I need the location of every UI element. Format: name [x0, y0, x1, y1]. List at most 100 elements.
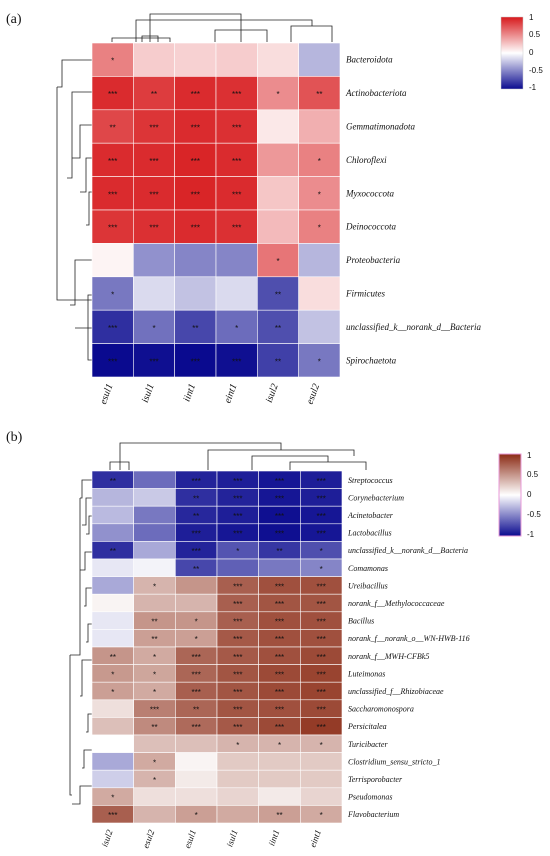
significance-mark: *	[236, 547, 239, 556]
significance-mark: *	[153, 670, 156, 679]
heatmap-cell-spirochaetota-isul2	[257, 343, 299, 378]
heatmap-cell-terrisporobacter-iint1	[258, 769, 301, 789]
panel-a-colorbar-tick-0.5: 0.5	[529, 30, 541, 39]
significance-mark: *	[111, 291, 114, 300]
panel-b-colorbar-tick-minus-1: -1	[527, 530, 535, 539]
heatmap-cell-firmicutes-iint1	[174, 276, 217, 311]
row-label-bacteroidota: Bacteroidota	[346, 55, 393, 65]
heatmap-cell-deinococcota-eint1	[215, 209, 258, 244]
heatmap-cell-spirochaetota-esul2	[298, 343, 341, 378]
heatmap-cell-ureibacillus-esul1	[175, 576, 218, 595]
heatmap-cell-bacteroidota-esul2	[298, 42, 341, 77]
row-label-terrisporobacter: Terrisporobacter	[348, 775, 403, 784]
significance-mark: **	[151, 635, 157, 644]
significance-mark: ***	[316, 635, 325, 644]
heatmap-cell-bacillus-isul2	[91, 611, 134, 630]
heatmap-cell-persicitalea-isul2	[91, 717, 134, 736]
column-label-iint1: iint1	[182, 382, 199, 403]
significance-mark: ***	[191, 688, 200, 697]
significance-mark: **	[275, 357, 281, 366]
significance-mark: ***	[275, 635, 284, 644]
significance-mark: ***	[275, 530, 284, 539]
significance-mark: ***	[275, 600, 284, 609]
significance-mark: **	[151, 618, 157, 627]
significance-mark: ***	[191, 653, 200, 662]
row-label-myxococcota: Myxococcota	[345, 188, 394, 198]
heatmap-cell-unclassified-k-norank-d-bacteria-esul2	[298, 309, 341, 344]
significance-mark: *	[318, 190, 321, 199]
row-label-pseudomonas: Pseudomonas	[347, 793, 392, 802]
column-label-eint1: eint1	[307, 828, 323, 848]
panel-a: (a) **** ** *** *** * **** *** *** ****** *** *** *…	[6, 12, 543, 406]
significance-mark: ***	[275, 582, 284, 591]
row-label-deinococcota: Deinococcota	[345, 222, 396, 232]
heatmap-cell-actinobacteriota-isul2	[257, 76, 299, 111]
heatmap-cell-pseudomonas-esul2	[133, 787, 176, 806]
significance-mark: *	[153, 582, 156, 591]
heatmap-cell-bacteroidota-eint1	[215, 42, 258, 77]
heatmap-cell-myxococcota-esul2	[298, 176, 341, 211]
column-label-esul2: esul2	[305, 382, 323, 406]
significance-mark: ***	[233, 494, 242, 503]
heatmap-cell-pseudomonas-iint1	[258, 787, 301, 806]
significance-mark: ***	[191, 477, 200, 486]
significance-mark: *	[276, 257, 279, 266]
panel-a-colorbar-tick-minus-0.5: -0.5	[529, 66, 543, 75]
significance-mark: *	[320, 741, 323, 750]
row-label-persicitalea: Persicitalea	[347, 722, 387, 731]
significance-mark: ***	[233, 600, 242, 609]
heatmap-cell-turicibacter-isul2	[91, 734, 134, 753]
heatmap-cell-flavobacterium-esul2	[133, 805, 176, 824]
heatmap-cell-spirochaetota-iint1	[174, 343, 217, 378]
significance-mark: **	[275, 324, 281, 333]
row-label-luteimonas: Luteimonas	[347, 669, 385, 678]
significance-mark: ***	[108, 357, 117, 366]
row-label-corynebacterium: Corynebacterium	[348, 493, 404, 502]
heatmap-cell-myxococcota-isul2	[257, 176, 299, 211]
heatmap-cell-flavobacterium-eint1	[300, 805, 343, 824]
heatmap-cell-pseudomonas-isul1	[216, 787, 259, 806]
significance-mark: ***	[233, 653, 242, 662]
heatmap-cell-terrisporobacter-isul1	[216, 769, 259, 789]
heatmap-cell-gemmatimonadota-isul2	[257, 109, 299, 144]
heatmap-cell-deinococcota-isul1	[133, 209, 175, 244]
panel-a-row-dendrogram	[56, 59, 92, 361]
heatmap-cell-saccharomonospora-isul2	[91, 699, 134, 718]
heatmap-cell-pseudomonas-esul1	[175, 787, 218, 806]
panel-b-color-legend: 1 0.5 0 -0.5 -1	[498, 451, 541, 539]
heatmap-cell-myxococcota-esul1	[91, 176, 134, 211]
significance-mark: ***	[108, 811, 117, 820]
significance-mark: ***	[275, 477, 284, 486]
significance-mark: **	[276, 811, 282, 820]
panel-a-colorbar-tick-0: 0	[529, 48, 534, 57]
heatmap-cell-clostridium-sensu-stricto-1-esul1	[175, 752, 218, 771]
column-label-isul2: isul2	[99, 828, 115, 848]
heatmap-cell-actinobacteriota-esul1	[91, 76, 134, 111]
heatmap-cell-norank-f-methylococcaceae-esul2	[133, 593, 176, 613]
heatmap-cell-bacteroidota-isul1	[133, 42, 175, 77]
heatmap-cell-myxococcota-eint1	[215, 176, 258, 211]
significance-mark: ***	[275, 706, 284, 715]
heatmap-cell-acinetobacter-isul2	[91, 505, 134, 525]
heatmap-cell-myxococcota-iint1	[174, 176, 217, 211]
row-label-unclassified-f-rhizobiaceae: unclassified_f__Rhizobiaceae	[348, 687, 444, 696]
significance-mark: ***	[316, 530, 325, 539]
heatmap-cell-spirochaetota-eint1	[215, 343, 258, 378]
significance-mark: **	[193, 494, 199, 503]
significance-mark: ***	[233, 688, 242, 697]
significance-mark: *	[195, 635, 198, 644]
significance-mark: ***	[275, 494, 284, 503]
row-label-norank-f-norank-o-wn-hwb-116: norank_f__norank_o__WN-HWB-116	[348, 634, 470, 643]
significance-mark: ***	[149, 124, 158, 133]
heatmap-cell-proteobacteria-isul2	[257, 243, 299, 278]
row-label-chloroflexi: Chloroflexi	[346, 155, 387, 165]
significance-mark: **	[316, 90, 322, 99]
heatmap-cell-clostridium-sensu-stricto-1-iint1	[258, 752, 301, 771]
significance-mark: *	[153, 688, 156, 697]
heatmap-cell-spirochaetota-isul1	[133, 343, 175, 378]
heatmap-cell-chloroflexi-esul2	[298, 142, 341, 177]
significance-mark: *	[111, 794, 114, 803]
row-label-gemmatimonadota: Gemmatimonadota	[346, 122, 415, 132]
significance-mark: ***	[191, 124, 200, 133]
